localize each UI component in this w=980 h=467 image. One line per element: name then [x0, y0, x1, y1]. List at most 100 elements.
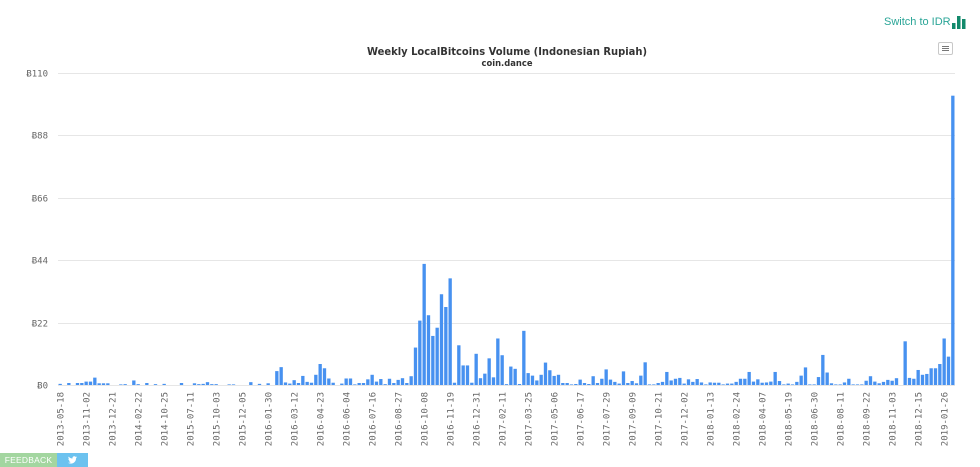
- bar[interactable]: [699, 382, 704, 385]
- bar[interactable]: [613, 381, 617, 385]
- bar[interactable]: [162, 383, 166, 385]
- bar[interactable]: [465, 365, 470, 385]
- bar[interactable]: [751, 381, 756, 385]
- bar[interactable]: [400, 378, 405, 385]
- bar[interactable]: [409, 376, 413, 385]
- bar[interactable]: [825, 372, 829, 385]
- bar[interactable]: [721, 384, 725, 385]
- feedback-button[interactable]: FEEDBACK: [0, 453, 57, 467]
- bar[interactable]: [231, 384, 236, 385]
- bar[interactable]: [205, 382, 210, 385]
- bar[interactable]: [634, 383, 639, 385]
- bar[interactable]: [660, 381, 665, 385]
- bar[interactable]: [487, 358, 491, 385]
- bar[interactable]: [75, 383, 80, 385]
- bar[interactable]: [418, 320, 422, 385]
- bar[interactable]: [344, 378, 348, 385]
- bar[interactable]: [652, 384, 656, 385]
- bar[interactable]: [812, 384, 816, 385]
- bar[interactable]: [249, 382, 253, 385]
- bar[interactable]: [695, 379, 699, 385]
- bar[interactable]: [93, 377, 97, 385]
- bar[interactable]: [500, 355, 504, 385]
- bar[interactable]: [132, 380, 136, 385]
- bar[interactable]: [292, 380, 296, 385]
- bar[interactable]: [868, 376, 873, 385]
- bar[interactable]: [340, 383, 344, 385]
- bar[interactable]: [435, 327, 439, 385]
- bar[interactable]: [725, 383, 730, 385]
- bar[interactable]: [621, 371, 626, 385]
- bar[interactable]: [405, 383, 409, 385]
- bar[interactable]: [431, 335, 435, 385]
- bar[interactable]: [483, 373, 487, 385]
- bar[interactable]: [535, 380, 539, 385]
- bar[interactable]: [370, 374, 374, 385]
- bar[interactable]: [574, 384, 578, 385]
- bar[interactable]: [587, 384, 591, 385]
- bar[interactable]: [769, 381, 773, 385]
- bar[interactable]: [539, 374, 543, 385]
- bar[interactable]: [201, 383, 205, 385]
- bar[interactable]: [912, 378, 916, 385]
- switch-to-idr-link[interactable]: Switch to IDR: [884, 16, 951, 28]
- bar[interactable]: [88, 381, 93, 385]
- bar[interactable]: [773, 371, 777, 385]
- bar[interactable]: [855, 384, 860, 385]
- bar[interactable]: [426, 315, 431, 385]
- bar[interactable]: [730, 383, 734, 385]
- bar[interactable]: [569, 384, 574, 385]
- bar[interactable]: [704, 384, 708, 385]
- bar[interactable]: [639, 375, 643, 385]
- bar[interactable]: [864, 380, 868, 385]
- bar[interactable]: [145, 383, 149, 385]
- bar[interactable]: [275, 371, 279, 385]
- bar[interactable]: [760, 382, 764, 385]
- bar[interactable]: [799, 375, 803, 385]
- bar[interactable]: [106, 383, 110, 385]
- bar[interactable]: [821, 354, 825, 385]
- bar[interactable]: [396, 379, 400, 385]
- bar[interactable]: [565, 383, 569, 385]
- bar[interactable]: [457, 345, 461, 385]
- bar[interactable]: [136, 384, 140, 385]
- bar[interactable]: [834, 384, 838, 385]
- bar[interactable]: [123, 384, 127, 385]
- bar[interactable]: [717, 382, 721, 385]
- bar[interactable]: [379, 379, 383, 385]
- bar[interactable]: [548, 370, 552, 385]
- bar[interactable]: [890, 380, 894, 385]
- bar[interactable]: [444, 307, 448, 385]
- bar[interactable]: [743, 378, 747, 385]
- bar[interactable]: [847, 378, 851, 385]
- bar[interactable]: [630, 381, 634, 385]
- bar[interactable]: [929, 368, 933, 385]
- bar[interactable]: [604, 369, 608, 385]
- bar[interactable]: [153, 384, 158, 385]
- bar[interactable]: [84, 381, 88, 385]
- bar[interactable]: [842, 382, 847, 385]
- bar[interactable]: [561, 383, 565, 385]
- bar[interactable]: [58, 383, 62, 385]
- bar[interactable]: [288, 383, 292, 385]
- bar[interactable]: [513, 368, 517, 385]
- bar[interactable]: [578, 379, 582, 385]
- bar[interactable]: [97, 383, 101, 385]
- bar[interactable]: [595, 383, 600, 385]
- bar[interactable]: [925, 373, 929, 385]
- bar[interactable]: [478, 378, 483, 385]
- bar[interactable]: [942, 338, 946, 385]
- bar[interactable]: [318, 364, 322, 385]
- bar[interactable]: [357, 383, 361, 385]
- bar[interactable]: [756, 379, 760, 385]
- bar[interactable]: [192, 383, 197, 385]
- bar[interactable]: [552, 375, 556, 385]
- bar[interactable]: [933, 368, 938, 385]
- bar[interactable]: [734, 381, 738, 385]
- bar[interactable]: [851, 384, 855, 385]
- bar[interactable]: [951, 95, 955, 385]
- bar[interactable]: [496, 338, 500, 385]
- bar[interactable]: [353, 384, 357, 385]
- bar[interactable]: [214, 384, 218, 385]
- bar[interactable]: [747, 371, 751, 385]
